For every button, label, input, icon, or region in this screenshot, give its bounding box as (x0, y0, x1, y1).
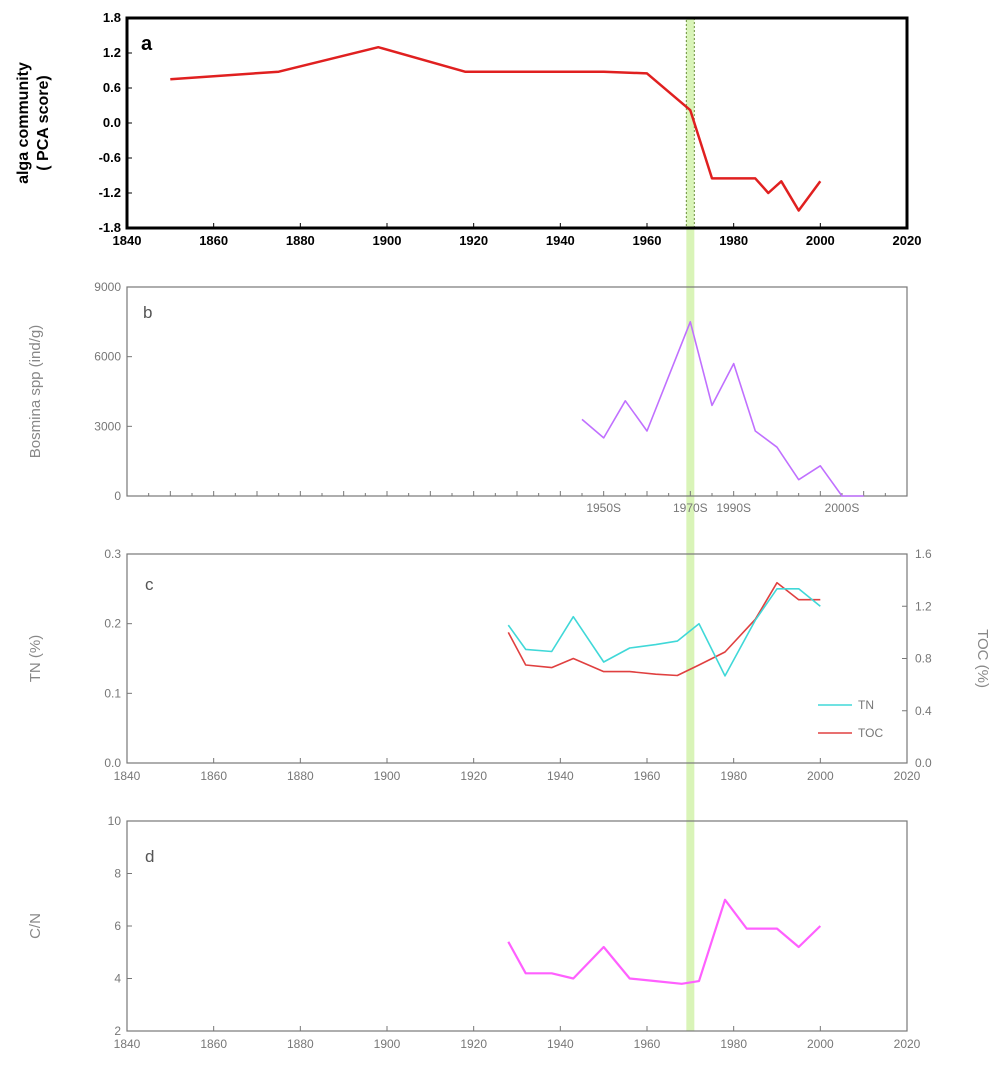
panel-d-xtick-label: 1900 (374, 1037, 401, 1051)
panel-d-ytick-label: 2 (114, 1024, 121, 1038)
panel-b-series (581, 320, 864, 497)
panel-d-series (507, 898, 822, 985)
panel-b: b Bosmina spp (ind/g) 9000 6000 3000 0 1950S… (27, 280, 908, 515)
panel-d-xtick-label: 1960 (634, 1037, 661, 1051)
series-tn-line (507, 587, 821, 677)
panel-c-xtick-label: 2020 (894, 769, 921, 783)
panel-c-ytick-right-label: 1.2 (915, 599, 932, 613)
panel-a-ylabel-line1: alga community (15, 62, 32, 184)
panel-c-xtick-label: 1960 (634, 769, 661, 783)
panel-a-ytick-label: 0.6 (103, 80, 121, 95)
panel-c-ytick-label: 0.2 (104, 617, 121, 631)
panel-a-xtick-label: 1960 (633, 233, 662, 248)
panel-c-xtick-label: 1920 (460, 769, 487, 783)
panel-a-series (170, 45, 822, 212)
panel-b-ytick-label: 0 (114, 489, 121, 503)
series-bosmina-line (581, 320, 864, 497)
panel-c-ytick-right-label: 0.8 (915, 652, 932, 666)
series-toc-line (507, 581, 821, 677)
panel-d-xtick-label: 1980 (720, 1037, 747, 1051)
panel-a-ytick-label: -1.2 (99, 185, 121, 200)
panel-d-xtick-label: 1860 (200, 1037, 227, 1051)
panel-a-ytick-label: 1.8 (103, 10, 121, 25)
panel-a-ytick-label: -1.8 (99, 220, 121, 235)
highlight-band (686, 18, 695, 1031)
panel-c-ytick-label: 0.1 (104, 686, 121, 700)
panel-a-xtick-label: 2020 (893, 233, 922, 248)
panel-d-ytick-label: 10 (108, 814, 122, 828)
panel-c-legend: TN TOC (818, 698, 883, 740)
panel-c-xtick-label: 1840 (114, 769, 141, 783)
legend-tn-label: TN (858, 698, 874, 712)
panel-d-ytick-label: 4 (114, 972, 121, 986)
panel-c-xtick-label: 2000 (807, 769, 834, 783)
panel-a: a alga community ( PCA score) 1840 1860 18… (15, 10, 921, 248)
panel-a-ytick-label: -0.6 (99, 150, 121, 165)
panel-a-ytick-label: 0.0 (103, 115, 121, 130)
panel-c-ytick-right-label: 0.0 (915, 756, 932, 770)
panel-b-xtick-label: 2000S (825, 501, 860, 515)
panel-b-ytick-label: 3000 (94, 419, 121, 433)
panel-d-xtick-label: 1840 (114, 1037, 141, 1051)
panel-a-ytick-label: 1.2 (103, 45, 121, 60)
panel-b-ytick-label: 6000 (94, 350, 121, 364)
panel-c-xtick-label: 1980 (720, 769, 747, 783)
panel-c-xtick-label: 1900 (374, 769, 401, 783)
panel-c-ytick-label: 0.0 (104, 756, 121, 770)
series-cn-line (507, 898, 822, 985)
panel-c-ytick-right-label: 0.4 (915, 704, 932, 718)
panel-c-ylabel-right: TOC (%) (974, 629, 991, 688)
panel-a-xtick-label: 1860 (199, 233, 228, 248)
panel-b-ticks: 9000 6000 3000 0 1950S 1970S 1990S 2000S (94, 280, 908, 515)
panel-c-xtick-label: 1860 (200, 769, 227, 783)
panel-d-xtick-label: 2000 (807, 1037, 834, 1051)
panel-c-frame (126, 553, 908, 764)
series-pca-line (170, 45, 822, 212)
panel-b-frame (126, 286, 908, 497)
panel-a-xtick-label: 1980 (719, 233, 748, 248)
panel-d-xtick-label: 2020 (894, 1037, 921, 1051)
panel-c-series (507, 581, 821, 677)
panel-b-xtick-label: 1950S (586, 501, 621, 515)
panel-d: d C/N 1840 1860 1880 1900 1920 1940 1960 1980 20… (27, 814, 921, 1051)
panel-d-frame (126, 820, 908, 1032)
panel-d-letter: d (145, 847, 154, 866)
panel-d-ticks: 1840 1860 1880 1900 1920 1940 1960 1980 2000 2020… (108, 814, 921, 1051)
panel-d-xtick-label: 1940 (547, 1037, 574, 1051)
highlight-band-layer (685, 17, 695, 1031)
panel-a-xtick-label: 1940 (546, 233, 575, 248)
panel-b-ylabel: Bosmina spp (ind/g) (27, 325, 44, 458)
panel-d-ytick-label: 6 (114, 919, 121, 933)
panel-a-ylabel-line2: ( PCA score) (35, 75, 52, 170)
legend-toc-label: TOC (858, 726, 883, 740)
panel-d-xtick-label: 1880 (287, 1037, 314, 1051)
panel-a-xtick-label: 1920 (459, 233, 488, 248)
panel-a-xtick-label: 1840 (113, 233, 142, 248)
panel-a-letter: a (141, 33, 153, 55)
panel-a-xtick-label: 2000 (806, 233, 835, 248)
panel-d-ytick-label: 8 (114, 867, 121, 881)
panel-b-letter: b (143, 303, 152, 322)
panel-a-xtick-label: 1900 (373, 233, 402, 248)
panel-c-ylabel-left: TN (%) (27, 635, 44, 683)
panel-c-xtick-label: 1880 (287, 769, 314, 783)
panel-c-ytick-right-label: 1.6 (915, 547, 932, 561)
panel-d-xtick-label: 1920 (460, 1037, 487, 1051)
panel-c-xtick-label: 1940 (547, 769, 574, 783)
panel-b-xtick-label: 1990S (716, 501, 751, 515)
panel-a-xtick-label: 1880 (286, 233, 315, 248)
panel-c-letter: c (145, 575, 154, 594)
panel-c-ytick-label: 0.3 (104, 547, 121, 561)
panel-d-ylabel: C/N (27, 913, 44, 939)
panel-a-ticks: 1840 1860 1880 1900 1920 1940 1960 1980 2000 2020… (99, 10, 922, 248)
panel-b-xtick-label: 1970S (673, 501, 708, 515)
panel-c: c TN (%) TOC (%) 1840 1860 1880 1900 1920 194… (27, 547, 991, 783)
panel-b-ytick-label: 9000 (94, 280, 121, 294)
panel-c-ticks: 1840 1860 1880 1900 1920 1940 1960 1980 2000 2020… (104, 547, 932, 783)
